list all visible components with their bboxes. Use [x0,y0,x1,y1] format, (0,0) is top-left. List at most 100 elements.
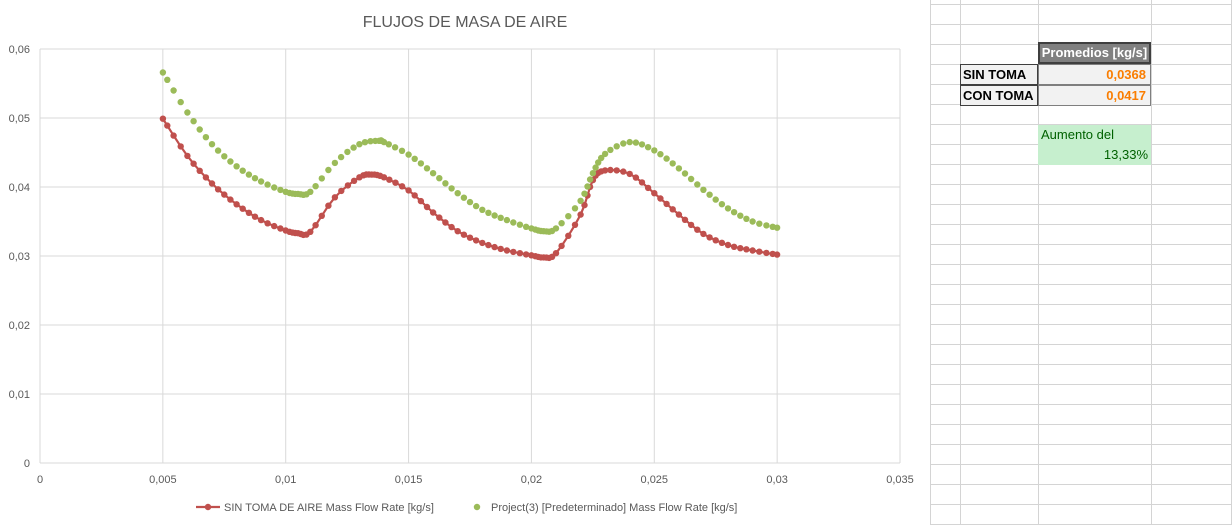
x-tick-label: 0,02 [521,474,542,486]
y-tick-label: 0,06 [9,44,30,56]
series-1-point [472,237,480,244]
series-1-point [712,237,719,244]
series-2-point [651,147,658,154]
sheet-row-line [930,284,1232,285]
series-1-point [271,222,278,230]
series-2-point [454,190,461,197]
sheet-column-line [930,0,931,525]
increase-label[interactable]: Aumento del [1038,125,1151,145]
series-2-point [196,126,203,133]
series-1-point [411,192,418,199]
sheet-column-line [1038,0,1039,525]
series-1-point [626,170,633,178]
series-2-point [239,167,246,174]
series-1-point [184,152,191,160]
series-2-point [356,141,363,148]
series-1-point [607,166,614,174]
y-tick-label: 0 [24,458,30,470]
sheet-row-line [930,344,1232,345]
series-2-point [257,178,265,185]
series-2-point [565,213,572,220]
sheet-row-line [930,364,1232,365]
series-2-point [380,138,388,146]
sin-toma-label[interactable]: SIN TOMA [960,64,1038,85]
series-2-point [442,180,449,187]
series-1-point [503,247,511,254]
series-1-point [466,234,474,241]
series-2-point [385,141,392,148]
con-toma-label[interactable]: CON TOMA [960,85,1038,106]
series-2-point [595,159,602,166]
series-2-point [170,87,177,94]
series-1-point [245,209,253,216]
series-2-point [177,98,184,106]
series-2-point [581,190,588,197]
series-2-point [221,153,228,160]
series-1-point [429,209,437,216]
x-tick-label: 0,03 [766,474,787,486]
series-2-point [644,144,652,151]
series-1-point [398,183,406,190]
series-1-point [239,205,246,212]
series-2-point [510,219,517,226]
chart-area[interactable]: FLUJOS DE MASA DE AIRE 0 0,005 0,01 0,015 0,… [0,0,930,525]
series-1-point [479,239,486,247]
sin-toma-value[interactable]: 0,0368 [1038,64,1151,85]
series-1-point [577,211,584,218]
series-1-point [669,206,676,213]
series-2-point [577,197,584,204]
series-1-point [350,177,358,184]
series-1-point [392,179,399,186]
series-2-point [592,164,599,171]
series-1-point [737,245,744,252]
series-2-point [307,188,314,195]
sheet-row-line [930,24,1232,25]
series-2-point [607,146,614,154]
series-1-point [700,230,707,238]
series-2-point [361,139,369,146]
spreadsheet-panel[interactable]: Promedios [kg/s] SIN TOMA 0,0368 CON TOM… [930,0,1232,525]
series-1-point [318,212,325,219]
series-2-point [318,175,325,182]
sheet-row-line [930,264,1232,265]
series-2-point [214,147,222,154]
series-1-point [601,167,609,174]
series-2-point [675,165,683,172]
series-2-point [251,175,259,182]
averages-header[interactable]: Promedios [kg/s] [1038,42,1151,64]
increase-value[interactable]: 13,33% [1038,145,1151,165]
sheet-row-line [930,444,1232,445]
series-1-point [436,214,443,221]
con-toma-value[interactable]: 0,0417 [1038,85,1151,106]
series-2-point [700,186,707,193]
y-tick-label: 0,03 [9,251,30,263]
series-1-point [675,211,683,218]
series-2-point [773,224,781,231]
series-1-point [170,132,177,139]
sheet-row-line [930,384,1232,385]
series-1-point [552,250,560,257]
series-1-point [620,168,627,175]
series-2-point [448,185,455,192]
series-2-point [159,69,167,76]
series-1-point [159,115,167,122]
series-2-point [325,166,332,174]
sheet-row-line [930,424,1232,425]
x-tick-label: 0,005 [149,474,177,486]
series-1-point [763,249,770,257]
series-2-point [190,118,197,125]
y-tick-label: 0,04 [9,182,30,194]
series-1-point [706,234,713,241]
series-2-point [601,150,609,158]
series-1-point [651,190,658,197]
series-2-point [429,170,437,177]
series-1-point [331,194,339,201]
series-2-point [208,141,216,148]
series-1-point [454,228,461,235]
series-1-point [264,220,271,227]
series-2-point [681,170,689,177]
series-2-point [497,214,504,221]
sheet-column-line [960,0,961,525]
series-2-point [405,151,412,158]
series-2-point [233,163,240,170]
